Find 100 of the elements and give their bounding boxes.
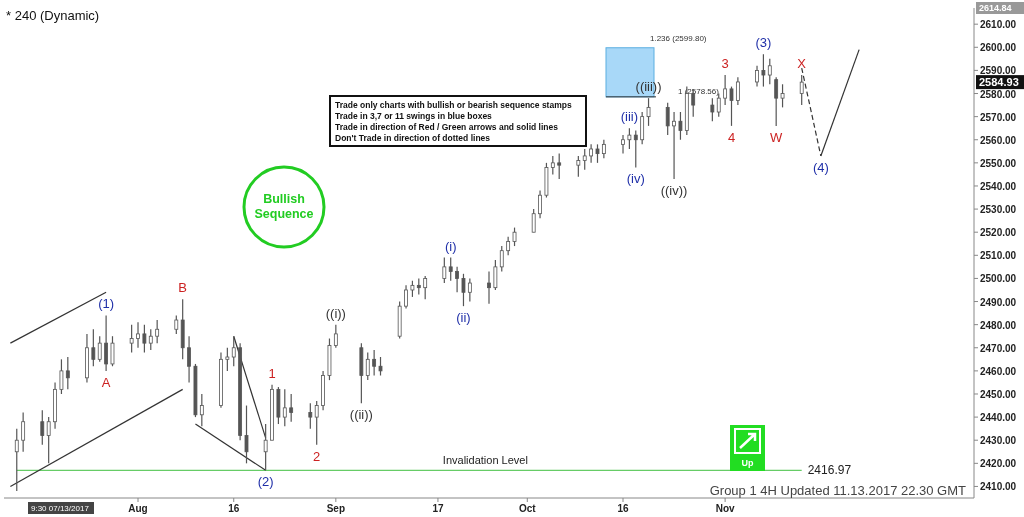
annotation: Bullish Sequence xyxy=(254,192,314,221)
annotation: B xyxy=(178,280,188,296)
candlestick xyxy=(729,85,734,127)
annotation: (1) xyxy=(98,296,115,312)
y-tick-label: 2590.00 xyxy=(980,65,1017,77)
candlestick xyxy=(378,356,383,377)
y-tick-label: 2490.00 xyxy=(980,296,1017,308)
candlestick xyxy=(499,245,504,273)
annotation: (iv) xyxy=(626,171,645,187)
y-tick-label: 2530.00 xyxy=(980,204,1017,216)
annotation: (2) xyxy=(257,474,274,490)
candlestick xyxy=(531,208,536,233)
candlestick xyxy=(646,97,651,127)
candlestick xyxy=(142,324,147,353)
candlestick xyxy=(372,349,377,377)
candlestick xyxy=(780,83,785,108)
annotation: ((iv)) xyxy=(660,183,688,199)
candlestick xyxy=(231,335,236,367)
annotation: 4 xyxy=(727,129,736,145)
candlestick xyxy=(282,388,287,427)
candlestick xyxy=(263,423,268,471)
candlestick xyxy=(799,74,804,106)
x-tick-label: 16 xyxy=(617,503,630,514)
candlestick xyxy=(627,127,632,150)
candlestick xyxy=(710,97,715,122)
candlestick xyxy=(40,409,45,446)
candlestick xyxy=(365,351,370,381)
y-tick-label: 2420.00 xyxy=(980,458,1017,470)
candlestick xyxy=(289,393,294,423)
x-tick-label: Sep xyxy=(326,503,346,514)
chart-title: * 240 (Dynamic) xyxy=(6,8,100,23)
candlestick xyxy=(640,111,645,145)
candlestick xyxy=(148,328,153,351)
annotation: W xyxy=(770,129,784,145)
candlestick xyxy=(199,393,204,427)
candlestick xyxy=(91,328,96,367)
candlestick xyxy=(155,319,160,344)
y-tick-label: 2440.00 xyxy=(980,412,1017,424)
candlestick xyxy=(225,347,230,372)
candlestick xyxy=(621,134,625,155)
x-tick-label: 16 xyxy=(228,503,240,514)
candlestick xyxy=(512,226,517,247)
x-tick-label: 17 xyxy=(432,503,444,514)
annotation: (i) xyxy=(444,238,457,254)
candlestick xyxy=(735,76,740,106)
y-tick-label: 2460.00 xyxy=(980,365,1017,377)
candlestick xyxy=(46,416,51,464)
annotation: ((i)) xyxy=(325,305,346,321)
candlestick xyxy=(174,314,179,335)
y-tick-label: 2500.00 xyxy=(980,273,1017,285)
text: 2614.84 xyxy=(979,3,1012,13)
candlestick xyxy=(21,411,26,453)
x-tick-label: Oct xyxy=(518,503,537,514)
annotation: (3) xyxy=(755,35,772,51)
annotation: Don't Trade in direction of dotted lines xyxy=(335,133,491,143)
candlestick xyxy=(65,356,70,390)
annotation: (4) xyxy=(812,159,829,175)
candlestick xyxy=(136,321,140,349)
candlestick xyxy=(461,273,466,307)
y-tick-label: 2430.00 xyxy=(980,435,1017,447)
candlestick xyxy=(404,284,408,310)
candlestick xyxy=(633,129,638,169)
x-tick-label: Aug xyxy=(128,503,148,514)
annotation: 1 xyxy=(268,365,276,381)
annotation: (ii) xyxy=(456,310,471,326)
candlestick xyxy=(761,53,766,88)
candlestick xyxy=(442,257,447,284)
candlestick xyxy=(582,148,587,171)
text: 2584.93 xyxy=(979,76,1019,89)
candlestick xyxy=(59,358,64,395)
candlestick xyxy=(576,155,581,178)
candlestick xyxy=(538,189,542,219)
candlestick xyxy=(129,324,134,353)
annotation: 1.236 (2599.80) xyxy=(650,33,707,43)
candlestick xyxy=(678,111,683,141)
candlestick xyxy=(333,324,338,349)
candlestick xyxy=(467,277,472,303)
candlestick xyxy=(187,335,191,384)
y-tick-label: 2570.00 xyxy=(980,111,1017,123)
candlestick xyxy=(506,236,511,256)
annotation: 2 xyxy=(313,448,321,464)
y-tick-label: 2580.00 xyxy=(980,88,1017,100)
annotation: Trade only charts with bullish or bearish sequence stamps xyxy=(335,100,572,110)
ref-line-label: Invalidation Level xyxy=(442,454,528,467)
text: 9:30 07/13/2017 xyxy=(31,504,90,513)
y-tick-label: 2560.00 xyxy=(980,134,1017,146)
candlestick xyxy=(244,404,249,464)
y-tick-label: 2600.00 xyxy=(980,42,1017,54)
candlestick xyxy=(110,335,115,367)
annotation: (iii) xyxy=(620,109,639,125)
candlestick xyxy=(423,275,428,300)
candlestick xyxy=(550,155,555,176)
y-tick-label: 2610.00 xyxy=(980,19,1017,31)
candlestick xyxy=(589,143,594,164)
y-tick-label: 2480.00 xyxy=(980,319,1017,331)
x-tick-label: Nov xyxy=(715,503,735,514)
candlestick xyxy=(595,143,600,164)
candlestick xyxy=(314,400,319,446)
candlestick xyxy=(14,428,19,492)
candlestick xyxy=(448,257,453,282)
